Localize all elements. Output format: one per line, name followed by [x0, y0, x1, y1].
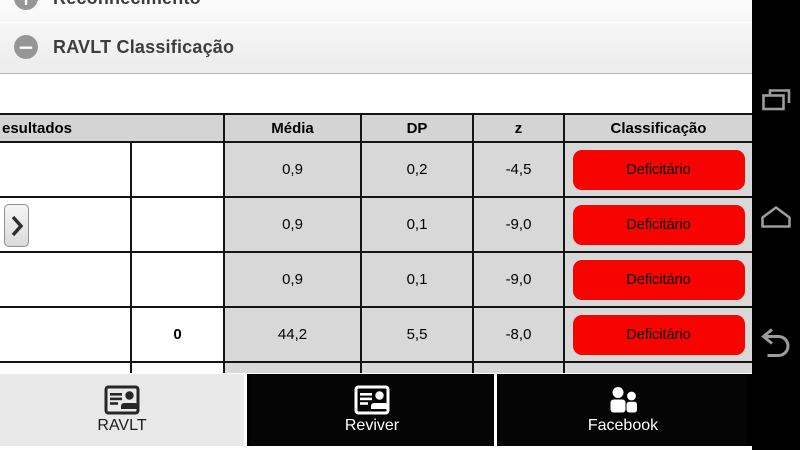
dp-cell: 0,2: [360, 141, 474, 198]
tab-reviver[interactable]: Reviver: [250, 374, 497, 446]
tab-label: Facebook: [587, 417, 659, 434]
classification-cell: Deficitário: [563, 196, 752, 253]
result-cell: [130, 141, 225, 198]
accordion-panel: + Reconhecimento − RAVLT Classificação: [0, 0, 752, 74]
media-cell: 0,9: [223, 141, 362, 198]
media-cell: 0,9: [223, 251, 362, 308]
accordion-item-ravlt-classificacao[interactable]: − RAVLT Classificação: [0, 23, 752, 71]
table-row: 0,9 0,1 -9,0 Deficitário: [0, 251, 752, 308]
tab-label: RAVLT: [97, 417, 147, 434]
results-table-container: esultados Média DP z Classificação 0,9 0…: [0, 113, 752, 373]
back-icon: [761, 328, 790, 357]
recent-apps-icon: [762, 89, 791, 111]
column-header-media: Média: [223, 113, 362, 143]
contact-card-icon: [354, 385, 390, 415]
result-cell: [0, 196, 132, 253]
result-cell: [0, 251, 132, 308]
result-cell: [130, 251, 225, 308]
classification-cell: Deficitário: [563, 141, 752, 198]
column-header-classificacao: Classificação: [563, 113, 752, 143]
home-button[interactable]: [759, 200, 793, 235]
result-cell: [0, 361, 132, 373]
dp-cell: [360, 361, 474, 373]
result-cell: [0, 141, 132, 198]
table-row-partial: [0, 361, 752, 373]
accordion-item-label: Reconhecimento: [53, 0, 201, 9]
accordion-divider: [0, 22, 752, 23]
bottom-tab-bar: RAVLT Reviver Facebook: [0, 373, 752, 446]
minus-circle-icon: −: [14, 35, 38, 59]
dp-cell: 0,1: [360, 196, 474, 253]
people-icon: [610, 387, 637, 413]
result-cell: 0: [130, 306, 225, 363]
classification-cell: Deficitário: [563, 306, 752, 363]
result-cell: [130, 196, 225, 253]
column-header-resultados: esultados: [0, 113, 225, 143]
classification-cell: Deficitário: [563, 251, 752, 308]
accordion-item-reconhecimento[interactable]: + Reconhecimento: [0, 0, 752, 22]
column-header-z: z: [472, 113, 565, 143]
plus-circle-icon: +: [14, 0, 38, 10]
classification-cell: [563, 361, 752, 373]
z-cell: -9,0: [472, 251, 565, 308]
table-row: 0 44,2 5,5 -8,0 Deficitário: [0, 306, 752, 363]
result-cell: [130, 361, 225, 373]
contact-card-icon: [104, 385, 140, 415]
media-cell: 0,9: [223, 196, 362, 253]
media-cell: 44,2: [223, 306, 362, 363]
results-table: esultados Média DP z Classificação 0,9 0…: [0, 113, 752, 373]
classification-badge-deficitario[interactable]: Deficitário: [572, 149, 745, 190]
classification-badge-deficitario[interactable]: Deficitário: [572, 314, 745, 355]
android-system-navbar: [752, 0, 800, 450]
tab-ravlt[interactable]: RAVLT: [0, 374, 247, 446]
back-button[interactable]: [759, 326, 793, 367]
tab-facebook[interactable]: Facebook: [500, 374, 746, 446]
home-icon: [761, 206, 791, 228]
table-row: 0,9 0,1 -9,0 Deficitário: [0, 196, 752, 253]
recent-apps-button[interactable]: [760, 86, 792, 119]
scroll-right-button[interactable]: [4, 204, 29, 247]
tab-label: Reviver: [344, 417, 400, 434]
z-cell: -8,0: [472, 306, 565, 363]
z-cell: -9,0: [472, 196, 565, 253]
column-header-dp: DP: [360, 113, 474, 143]
table-header-row: esultados Média DP z Classificação: [0, 113, 752, 143]
z-cell: -4,5: [472, 141, 565, 198]
classification-badge-deficitario[interactable]: Deficitário: [572, 259, 745, 300]
table-row: 0,9 0,2 -4,5 Deficitário: [0, 141, 752, 198]
accordion-item-label: RAVLT Classificação: [53, 36, 235, 57]
classification-badge-deficitario[interactable]: Deficitário: [572, 204, 745, 245]
dp-cell: 0,1: [360, 251, 474, 308]
chevron-right-icon: [11, 215, 23, 236]
z-cell: [472, 361, 565, 373]
result-cell: [0, 306, 132, 363]
dp-cell: 5,5: [360, 306, 474, 363]
media-cell: [223, 361, 362, 373]
